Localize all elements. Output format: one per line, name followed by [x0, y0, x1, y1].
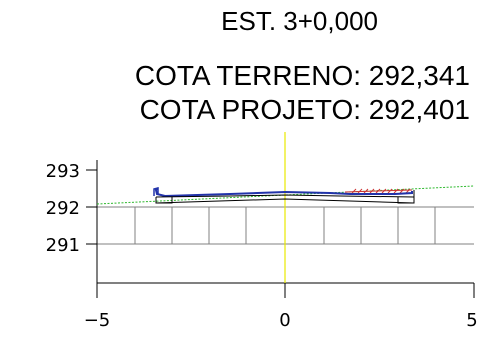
design-elevation-label: COTA PROJETO: 292,401	[139, 94, 470, 125]
fill-edge	[344, 189, 413, 193]
y-tick-label-293: 293	[46, 161, 80, 182]
y-tick-label-291: 291	[46, 235, 80, 256]
y-tick-label-292: 292	[46, 198, 80, 219]
station-title: EST. 3+0,000	[221, 6, 378, 36]
x-tick-label-0: 0	[279, 310, 290, 331]
y-axis	[86, 160, 98, 283]
x-tick-label-5: 5	[466, 310, 477, 331]
vertical-grid	[134, 207, 436, 244]
left-curb	[153, 187, 159, 196]
left-shoulder	[155, 197, 173, 204]
subgrade-layer	[155, 198, 415, 204]
design-surface	[154, 187, 413, 198]
x-tick-label-neg5: −5	[84, 310, 111, 331]
right-shoulder	[397, 190, 415, 204]
x-axis	[96, 282, 475, 298]
pavement-layer	[155, 194, 415, 198]
terrain-elevation-label: COTA TERRENO: 292,341	[134, 60, 470, 91]
